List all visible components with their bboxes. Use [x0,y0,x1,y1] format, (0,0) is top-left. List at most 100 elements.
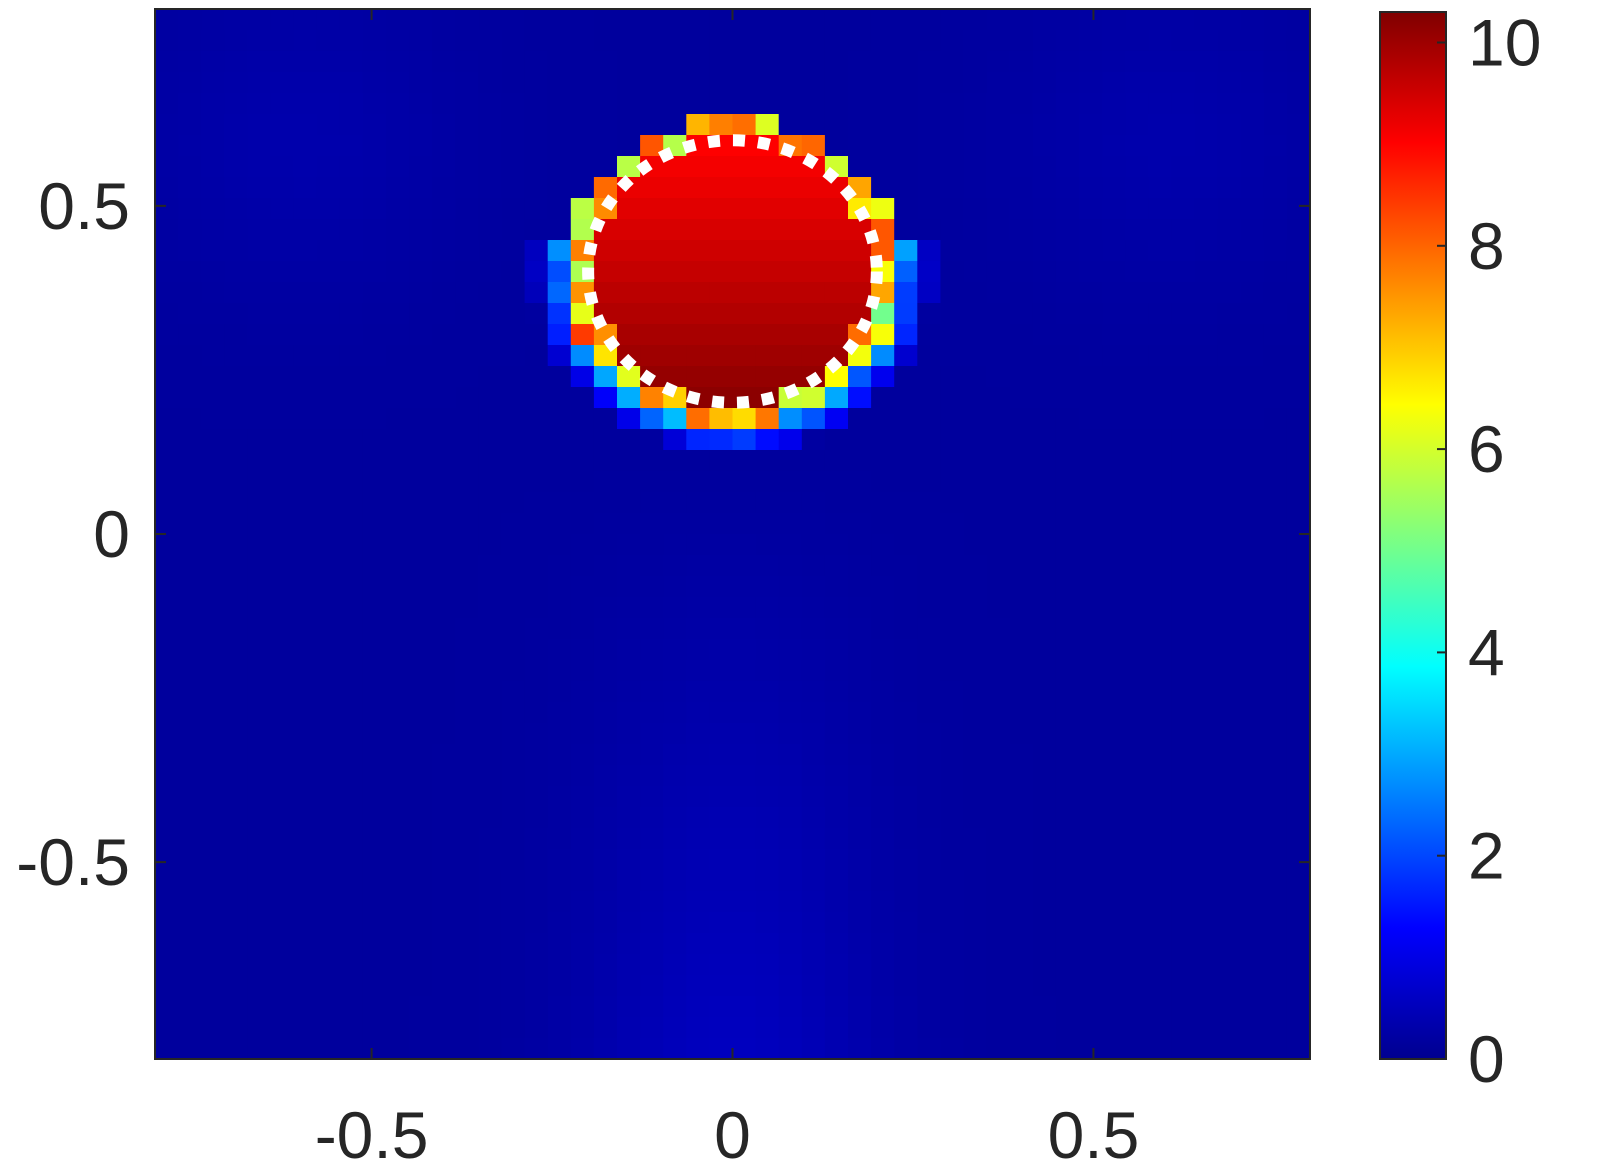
heatmap-cell [247,429,272,451]
heatmap-cell [155,786,179,808]
heatmap-cell [339,555,364,577]
heatmap-cell [940,744,965,766]
heatmap-cell [1102,513,1126,535]
heatmap-cell [1171,702,1196,724]
heatmap-cell [455,597,479,619]
heatmap-cell [432,261,456,283]
heatmap-cell [1240,135,1265,157]
heatmap-cell [524,9,549,31]
heatmap-cell [686,240,710,262]
heatmap-cell [894,366,918,388]
heatmap-cell [386,744,410,766]
heatmap-cell [547,786,572,808]
heatmap-cell [293,114,318,136]
heatmap-cell [478,72,503,94]
heatmap-cell [824,1038,849,1059]
heatmap-cell [247,261,272,283]
heatmap-cell [940,954,965,976]
heatmap-cell [1079,975,1103,997]
heatmap-cell [824,198,849,220]
heatmap-cell [963,93,988,115]
heatmap-cell [593,807,618,829]
heatmap-cell [963,534,988,556]
heatmap-cell [524,324,549,346]
heatmap-cell [1217,387,1242,409]
heatmap-cell [155,1038,179,1059]
heatmap-cell [547,933,572,955]
heatmap-cell [709,618,734,640]
heatmap-cell [871,30,895,52]
heatmap-cell [570,954,595,976]
heatmap-cell [155,1017,179,1039]
heatmap-cell [755,639,780,661]
heatmap-cell [1171,513,1196,535]
heatmap-cell [386,618,410,640]
heatmap-cell [640,744,664,766]
heatmap-cell [755,30,780,52]
heatmap-cell [224,954,248,976]
heatmap-cell [455,324,479,346]
heatmap-cell [316,555,341,577]
heatmap-cell [362,219,387,241]
heatmap-cell [848,9,872,31]
heatmap-cell [1009,429,1034,451]
heatmap-cell [709,492,734,514]
heatmap-cell [640,387,664,409]
heatmap-cell [663,597,687,619]
heatmap-cell [524,492,549,514]
heatmap-cell [709,744,734,766]
heatmap-cell [640,576,664,598]
heatmap-cell [686,597,710,619]
heatmap-cell [478,387,503,409]
heatmap-cell [547,240,572,262]
heatmap-cell [201,471,225,493]
heatmap-cell [270,870,295,892]
heatmap-cell [455,198,479,220]
heatmap-cell [1102,828,1126,850]
heatmap-cell [362,1017,387,1039]
heatmap-cell [455,786,479,808]
heatmap-cell [478,93,503,115]
heatmap-cell [547,555,572,577]
heatmap-cell [247,408,272,430]
heatmap-cell [432,828,456,850]
heatmap-cell [339,807,364,829]
heatmap-cell [709,429,734,451]
heatmap-cell [1079,933,1103,955]
heatmap-cell [894,324,918,346]
heatmap-cell [1079,240,1103,262]
heatmap-cell [455,702,479,724]
heatmap-cell [362,9,387,31]
heatmap-cell [778,51,803,73]
heatmap-cell [339,912,364,934]
heatmap-cell [963,660,988,682]
heatmap-cell [386,660,410,682]
heatmap-cell [593,492,618,514]
heatmap-cell [339,324,364,346]
heatmap-cell [1171,219,1196,241]
heatmap-cell [963,639,988,661]
heatmap-cell [894,996,918,1018]
heatmap-cell [409,219,433,241]
heatmap-cell [732,51,757,73]
heatmap-cell [894,555,918,577]
heatmap-cell [640,975,664,997]
heatmap-cell [1032,681,1057,703]
heatmap-cell [570,618,595,640]
heatmap-cell [524,1038,549,1059]
heatmap-cell [1286,408,1310,430]
heatmap-cell [617,72,641,94]
heatmap-cell [986,807,1011,829]
heatmap-cell [1125,492,1149,514]
heatmap-cell [640,471,664,493]
heatmap-cell [963,429,988,451]
heatmap-cell [1148,849,1172,871]
heatmap-cell [940,597,965,619]
heatmap-cell [1171,303,1196,325]
heatmap-cell [640,786,664,808]
heatmap-cell [547,828,572,850]
heatmap-cell [316,177,341,199]
heatmap-cell [593,156,618,178]
heatmap-cell [270,765,295,787]
heatmap-cell [1217,1017,1242,1039]
